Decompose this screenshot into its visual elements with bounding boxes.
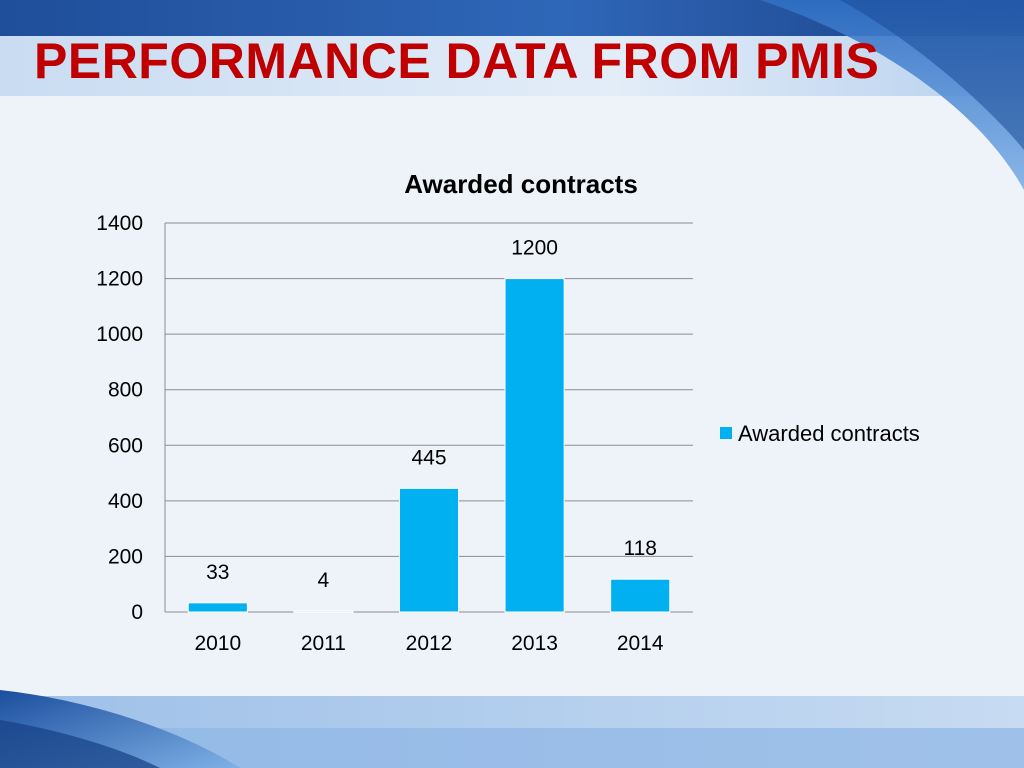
y-tick-label: 200 [108,545,143,568]
bar [187,602,248,613]
x-tick-label: 2014 [617,632,664,655]
data-label: 1200 [511,237,558,260]
y-tick-label: 1000 [96,323,143,346]
legend-label: Awarded contracts [738,421,920,446]
y-tick-label: 600 [108,434,143,457]
x-tick-label: 2012 [406,632,453,655]
y-tick-label: 800 [108,379,143,402]
x-tick-label: 2011 [301,632,346,655]
x-tick-label: 2010 [194,632,241,655]
legend-swatch [720,427,732,439]
bar [293,610,354,613]
bar [398,487,460,613]
bar [610,578,671,613]
x-tick-label: 2013 [511,632,558,655]
y-tick-label: 1200 [96,268,143,291]
data-label: 445 [411,446,446,469]
data-label: 4 [318,569,330,592]
y-tick-label: 0 [131,601,143,624]
bar [504,278,565,613]
data-label: 33 [206,561,229,584]
chart-title: Awarded contracts [404,169,638,199]
slide-title: PERFORMANCE DATA FROM PMIS [34,33,880,89]
y-tick-label: 400 [108,490,143,513]
y-tick-label: 1400 [96,212,143,235]
data-label: 118 [623,537,656,560]
